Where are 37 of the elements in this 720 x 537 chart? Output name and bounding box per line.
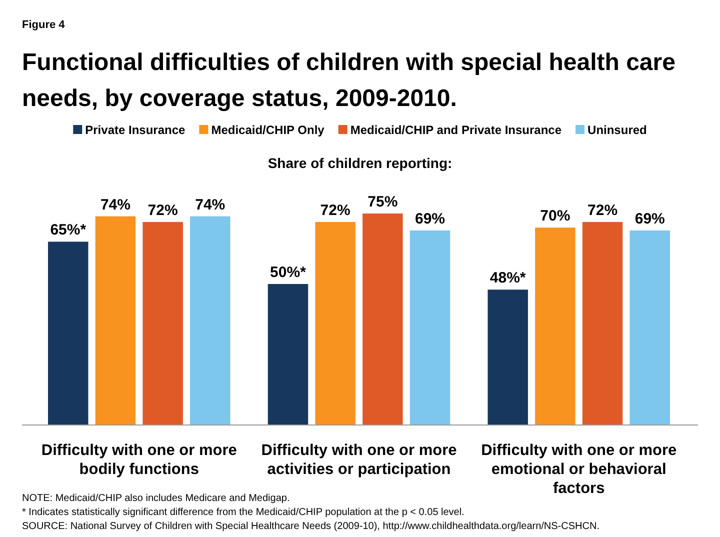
bar [95,216,136,425]
bar [488,290,528,425]
source-note: SOURCE: National Survey of Children with Special Healthcare Needs (2009-10), http://www.childhealthdata.org/learn/NS-CSHCN. [22,521,600,532]
data-label: 72% [588,202,618,219]
text: * Indicates statistically significant difference from the Medicaid/CHIP population at the p < 0.05 level. [22,507,464,518]
legend-label: Medicaid/CHIP and Private Insurance [350,123,562,137]
x-tick-label: Difficulty with one or more activities or participation [261,442,458,478]
legend-label: Medicaid/CHIP Only [211,123,325,137]
chart-subtitle: Share of children reporting: [268,155,452,171]
x-tick-label: Difficulty with one or more emotional or behavioral factors [481,442,677,497]
bar [535,228,576,425]
data-label: 74% [100,196,130,214]
data-label: 74% [195,196,226,214]
bar [410,230,450,425]
data-label: 65%* [50,222,86,239]
legend-label: Uninsured [588,123,647,137]
bar [315,222,356,425]
bar [582,222,623,425]
bar [362,214,403,425]
bar [48,242,88,425]
bar [142,222,183,425]
data-label: 75% [368,194,398,210]
data-label: 69% [415,210,446,228]
data-label: 69% [634,210,665,228]
text: NOTE: Medicaid/CHIP also includes Medicare and Medigap. [22,493,290,504]
bar [630,230,670,425]
legend-label: Private Insurance [85,123,186,137]
data-label: 48%* [490,270,526,287]
caption: Figure 4 [22,19,66,31]
data-label: 72% [320,202,350,219]
data-label: 50%* [270,264,306,281]
data-label: 72% [148,202,178,219]
x-tick-label: Difficulty with one or more bodily functions [41,442,238,478]
bar [268,284,308,425]
bar [190,216,230,425]
data-label: 70% [540,208,570,225]
chart-title: Functional difficulties of children with special health care needs, by coverage status, 2009-2010. [22,49,676,112]
